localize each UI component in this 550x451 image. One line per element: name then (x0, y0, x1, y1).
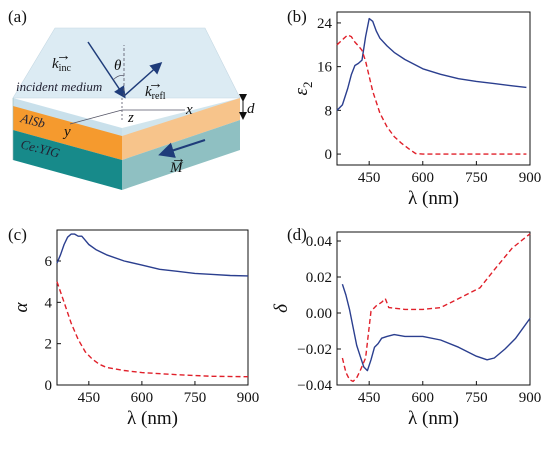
y-tick-label: 16 (317, 60, 333, 76)
x-tick-label: 450 (358, 390, 381, 406)
y-axis-line (69, 109, 123, 125)
y-tick-label: 0.02 (306, 270, 332, 286)
x-axis-label: λ (nm) (408, 408, 459, 429)
x-tick-label: 600 (412, 170, 435, 186)
z-axis-symbol: z (127, 110, 134, 126)
y-tick-label: 0 (325, 147, 333, 163)
x-tick-label: 900 (519, 170, 542, 186)
y-tick-label: −0.02 (297, 342, 332, 358)
ceyig-right (122, 120, 240, 190)
layer-label-incident: incident medium (16, 79, 102, 94)
y-tick-label: 0.04 (306, 234, 333, 250)
magnetization-arrow (158, 139, 206, 158)
k-inc-label: kinc (52, 56, 71, 74)
theta-symbol: θ (114, 58, 122, 74)
x-tick-label: 900 (519, 390, 542, 406)
plot-frame (336, 231, 531, 386)
panel-label-b: (b) (287, 7, 307, 26)
k-refl-arrow (123, 62, 163, 97)
chart-panel-d: 450 600 750 900 −0.04 −0.02 0.00 0.02 0.04 λ (nm)… (271, 231, 542, 429)
y-axis-label-main: ε (291, 88, 312, 96)
plot-frame (56, 229, 249, 386)
y-axis-label-sub: 2 (300, 82, 315, 89)
x-tick-label: 750 (184, 390, 207, 406)
panel-label-c: (c) (8, 225, 27, 244)
y-axis-symbol: y (62, 124, 71, 140)
x-tick-label: 900 (237, 390, 260, 406)
x-tick-label: 450 (358, 170, 381, 186)
plot-frame (336, 11, 531, 166)
x-tick-label: 450 (78, 390, 101, 406)
layer-label-alsb: AlSb (18, 110, 47, 131)
magnetization-vector-mark: → (171, 151, 186, 167)
k-refl-vector-mark: → (148, 76, 163, 92)
x-tick-label: 750 (465, 170, 488, 186)
magnetization-symbol: M (169, 160, 184, 176)
panel-label-d: (d) (287, 225, 307, 244)
x-tick-label: 750 (465, 390, 488, 406)
x-axis-label: λ (nm) (408, 188, 459, 209)
y-tick-label: 24 (317, 16, 333, 32)
y-tick-label: 0 (45, 378, 53, 394)
series-line-solid (341, 283, 531, 372)
chart-panel-b: 450 600 750 900 0 8 16 24 λ (nm) ε2 (291, 11, 542, 209)
y-axis-label: δ (271, 303, 292, 313)
series-line-dashed (336, 34, 527, 155)
x-axis-symbol: x (185, 102, 193, 118)
chart-panel-c: 450 600 750 900 0 2 4 6 λ (nm) α (11, 229, 260, 429)
y-tick-label: 8 (325, 103, 333, 119)
k-refl-label: krefl (145, 84, 166, 102)
y-tick-label: 2 (45, 337, 53, 353)
x-tick-label: 600 (412, 390, 435, 406)
y-tick-label: −0.04 (297, 378, 332, 394)
y-axis-label: α (11, 301, 32, 312)
diagram-panel: (a) incident medium AlSb Ce:YIG x y z d (8, 7, 255, 190)
series-line-dashed (56, 281, 249, 378)
alsb-right (122, 98, 240, 160)
series-line-dashed (341, 233, 531, 383)
k-inc-vector-mark: → (56, 48, 71, 64)
series-line-solid (336, 17, 527, 111)
ceyig-front (13, 130, 122, 190)
thickness-symbol: d (247, 101, 255, 117)
x-tick-label: 600 (131, 390, 154, 406)
theta-arc (112, 75, 125, 81)
y-tick-label: 0.00 (306, 306, 332, 322)
y-tick-label: 4 (45, 295, 53, 311)
series-line-solid (56, 233, 249, 277)
panel-label-a: (a) (8, 7, 27, 26)
alsb-front (13, 106, 122, 160)
y-tick-label: 6 (45, 254, 53, 270)
y-axis-label: ε2 (291, 82, 315, 96)
k-inc-arrow (87, 41, 126, 99)
x-axis-label: λ (nm) (127, 408, 178, 429)
